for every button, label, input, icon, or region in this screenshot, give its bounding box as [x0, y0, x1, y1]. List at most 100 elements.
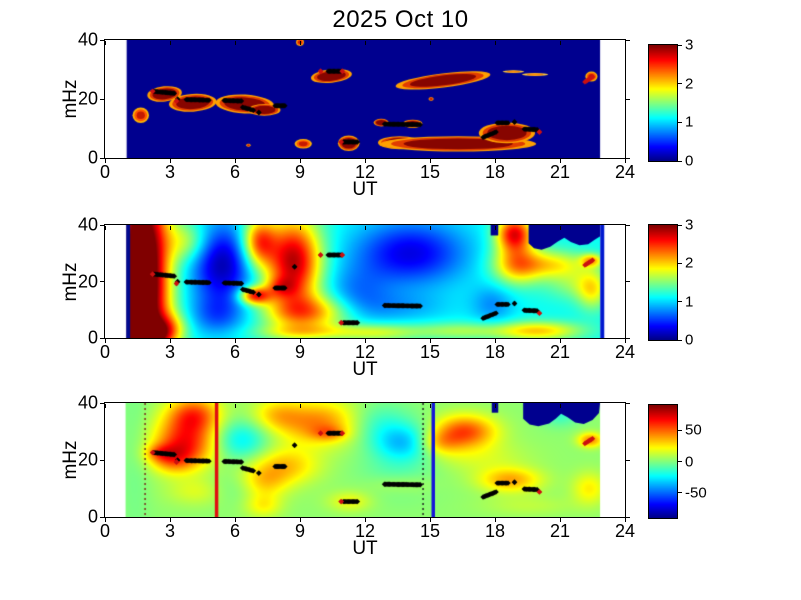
x-tick-mark: [429, 518, 431, 522]
colorbar-tick-mark: [678, 160, 682, 162]
x-tick-mark: [364, 518, 366, 522]
figure-title: 2025 Oct 10: [332, 6, 469, 33]
colorbar-tick-label: 3: [685, 216, 694, 234]
colorbar-tick-label: -50: [685, 484, 707, 502]
colorbar-tick-mark: [678, 429, 682, 431]
x-axis-label-bottom: UT: [352, 538, 378, 559]
x-tick-label: 12: [354, 162, 376, 182]
colorbar-tick-label: 1: [685, 293, 694, 311]
x-tick-mark: [494, 339, 496, 343]
y-tick-mark: [100, 459, 104, 461]
y-tick-mark: [100, 281, 104, 282]
colorbar-middle: [648, 224, 678, 341]
x-tick-label: 0: [99, 162, 111, 182]
x-tick-mark: [234, 518, 236, 522]
x-tick-mark-top: [429, 226, 431, 230]
x-tick-label: 3: [164, 342, 176, 362]
x-tick-label: 12: [354, 342, 376, 362]
x-tick-mark: [169, 518, 171, 522]
x-tick-mark-top: [104, 226, 106, 230]
x-tick-mark: [624, 339, 626, 343]
x-tick-label: 12: [354, 521, 376, 541]
x-tick-label: 0: [99, 521, 111, 541]
x-tick-mark-top: [624, 226, 626, 230]
colorbar-tick-mark: [678, 492, 682, 494]
panel-cross-phase: [104, 402, 626, 518]
x-tick-label: 18: [484, 162, 506, 182]
colorbar-tick-label: 50: [685, 421, 702, 439]
x-tick-mark: [169, 339, 171, 343]
y-tick-mark-right: [626, 224, 630, 226]
y-tick-mark: [100, 402, 104, 404]
x-tick-mark-top: [559, 404, 561, 408]
x-tick-label: 9: [294, 162, 306, 182]
y-tick-label: 40: [77, 29, 98, 50]
colorbar-tick-mark: [678, 301, 682, 303]
x-tick-mark: [299, 518, 301, 522]
x-tick-label: 18: [484, 521, 506, 541]
x-tick-mark: [559, 518, 561, 522]
wave-power-spectrum-heatmap: [105, 225, 625, 338]
x-tick-label: 24: [614, 162, 636, 182]
x-tick-label: 24: [614, 342, 636, 362]
y-tick-mark: [100, 516, 104, 518]
y-tick-mark-right: [626, 157, 630, 159]
x-tick-mark-top: [364, 41, 366, 45]
x-tick-mark-top: [234, 226, 236, 230]
y-tick-mark-right: [626, 281, 630, 282]
colorbar-tick-mark: [678, 339, 682, 341]
x-tick-mark-top: [299, 404, 301, 408]
x-tick-mark: [429, 339, 431, 343]
colorbar-tick-label: 0: [685, 453, 694, 470]
y-tick-label: 0: [87, 327, 98, 348]
y-tick-mark: [100, 39, 104, 41]
x-tick-label: 15: [419, 521, 441, 541]
y-tick-mark-right: [626, 39, 630, 41]
colorbar-tick-label: 2: [685, 75, 694, 93]
x-tick-mark-top: [169, 404, 171, 408]
x-tick-mark: [624, 518, 626, 522]
x-tick-mark-top: [299, 41, 301, 45]
colorbar-tick-label: 1: [685, 113, 694, 131]
y-tick-mark: [100, 224, 104, 226]
colorbar-tick-mark: [678, 44, 682, 46]
colorbar-bottom: [648, 404, 678, 519]
colorbar-tick-mark: [678, 461, 682, 462]
x-tick-mark-top: [299, 226, 301, 230]
y-tick-label: 0: [87, 147, 98, 168]
x-tick-mark: [104, 159, 106, 163]
x-tick-mark: [169, 159, 171, 163]
y-tick-label: 40: [77, 392, 98, 413]
x-tick-mark-top: [169, 41, 171, 45]
x-tick-label: 15: [419, 162, 441, 182]
x-tick-label: 21: [549, 342, 571, 362]
x-tick-label: 21: [549, 162, 571, 182]
x-tick-label: 21: [549, 521, 571, 541]
y-tick-label: 20: [77, 88, 98, 109]
y-tick-mark-right: [626, 459, 630, 461]
x-tick-mark: [364, 339, 366, 343]
x-tick-label: 6: [229, 342, 241, 362]
x-tick-mark: [559, 339, 561, 343]
x-tick-label: 6: [229, 521, 241, 541]
x-tick-mark-top: [364, 404, 366, 408]
colorbar-tick-mark: [678, 262, 682, 264]
x-tick-mark: [299, 339, 301, 343]
x-tick-label: 3: [164, 162, 176, 182]
x-tick-label: 0: [99, 342, 111, 362]
colorbar-tick-label: 2: [685, 254, 694, 272]
x-tick-mark: [104, 339, 106, 343]
x-tick-mark: [624, 159, 626, 163]
x-tick-mark: [559, 159, 561, 163]
colorbar-tick-label: 3: [685, 36, 694, 54]
y-tick-label: 40: [77, 214, 98, 235]
y-tick-label: 20: [77, 271, 98, 291]
x-tick-mark-top: [559, 41, 561, 45]
x-tick-mark-top: [234, 404, 236, 408]
x-tick-mark: [364, 159, 366, 163]
colorbar-tick-label: 0: [685, 152, 694, 170]
x-tick-mark: [299, 159, 301, 163]
x-axis-label-middle: UT: [352, 359, 378, 380]
colorbar-tick-mark: [678, 121, 682, 123]
x-tick-mark-top: [624, 404, 626, 408]
